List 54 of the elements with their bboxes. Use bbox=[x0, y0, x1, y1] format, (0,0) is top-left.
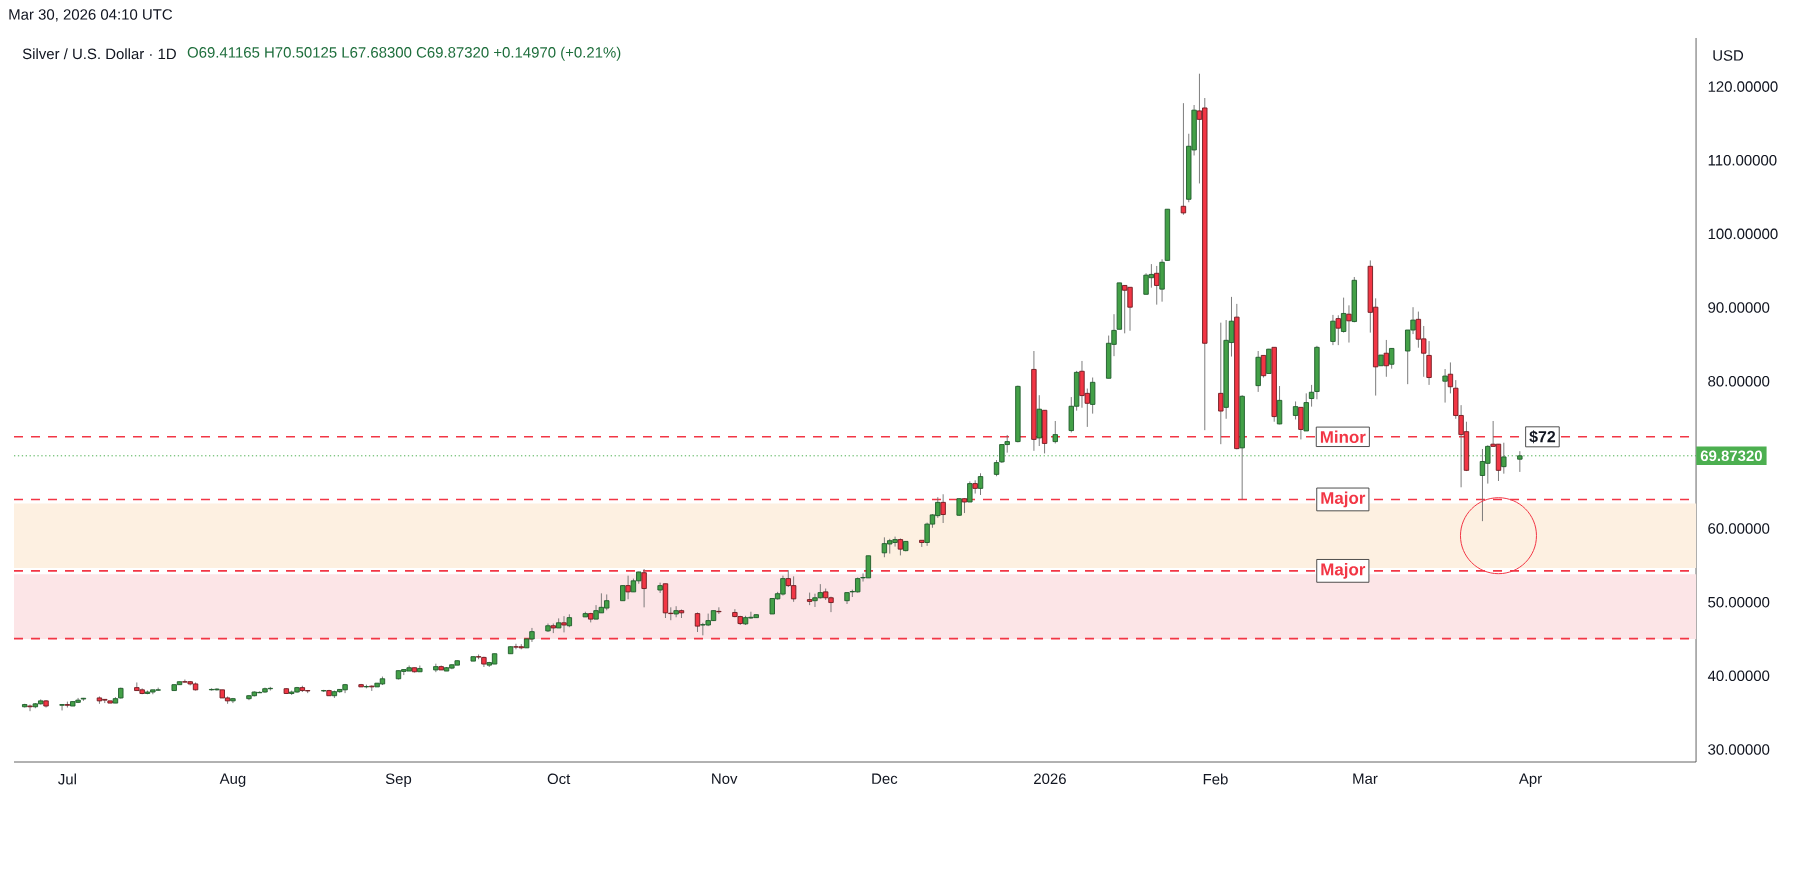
candlestick bbox=[1447, 361, 1454, 394]
candlestick bbox=[1298, 406, 1304, 440]
candlestick bbox=[673, 605, 679, 618]
y-axis-title: USD bbox=[1713, 50, 1744, 61]
candlestick bbox=[1089, 377, 1096, 415]
text: Mar 30, 2026 04:10 UTC bbox=[9, 9, 173, 22]
candlestick bbox=[1154, 265, 1160, 306]
y-tick-label: 100.00000 bbox=[1708, 228, 1778, 240]
ref-line-label: 69.87320 bbox=[1700, 450, 1762, 462]
candlestick bbox=[977, 472, 984, 496]
x-tick-label: Nov bbox=[712, 773, 738, 784]
x-tick-label: Dec bbox=[872, 773, 898, 784]
y-tick-label: 30.00000 bbox=[1708, 744, 1770, 755]
x-tick-label: Aug bbox=[219, 773, 246, 787]
candlestick bbox=[1180, 102, 1187, 216]
candlestick bbox=[1442, 368, 1448, 404]
candlestick bbox=[694, 612, 701, 633]
x-tick-label: Oct bbox=[547, 773, 571, 785]
x-tick-label: Feb bbox=[1203, 773, 1228, 785]
x-tick-label: Apr bbox=[1518, 773, 1542, 787]
candlestick bbox=[1501, 442, 1507, 475]
candlestick bbox=[967, 480, 973, 503]
candlestick bbox=[27, 704, 33, 712]
candlestick bbox=[561, 615, 567, 633]
candlestick bbox=[1308, 384, 1315, 408]
y-tick-label: 50.00000 bbox=[1708, 596, 1770, 608]
text: O69.41165 H70.50125 L67.68300 C69.87320 +0.14970 (+0.21%) bbox=[187, 46, 621, 61]
y-tick-label: 90.00000 bbox=[1708, 302, 1770, 313]
annotation: $72 bbox=[1529, 430, 1556, 444]
y-tick-label: 110.00000 bbox=[1708, 154, 1777, 166]
candlestick bbox=[1292, 401, 1299, 420]
x-tick-label: 2026 bbox=[1034, 773, 1066, 785]
candlestick bbox=[1388, 347, 1395, 370]
candlestick bbox=[59, 704, 65, 711]
x-tick-label: Jul bbox=[58, 773, 76, 785]
candlestick bbox=[716, 606, 722, 615]
y-tick-label: 40.00000 bbox=[1707, 670, 1770, 682]
y-tick-label: 60.00000 bbox=[1708, 523, 1770, 534]
text: Silver / U.S. Dollar · 1D bbox=[22, 48, 176, 60]
y-tick-label: 80.00000 bbox=[1708, 375, 1770, 387]
x-tick-label: Mar bbox=[1353, 773, 1378, 784]
candlestick bbox=[625, 575, 631, 600]
candlestick bbox=[1517, 450, 1523, 473]
candlestick bbox=[1330, 314, 1336, 346]
candlestick bbox=[1276, 385, 1283, 425]
y-tick-label: 120.00000 bbox=[1708, 81, 1778, 92]
x-tick-label: Sep bbox=[385, 773, 412, 788]
candlestick bbox=[1052, 420, 1058, 444]
ref-line-label: Major bbox=[1321, 491, 1366, 508]
candlestick bbox=[1383, 339, 1390, 378]
candlestick bbox=[1335, 314, 1341, 346]
ref-line-label: Minor bbox=[1320, 430, 1366, 444]
candlestick bbox=[1260, 354, 1267, 378]
ref-line-label: Major bbox=[1321, 562, 1366, 579]
